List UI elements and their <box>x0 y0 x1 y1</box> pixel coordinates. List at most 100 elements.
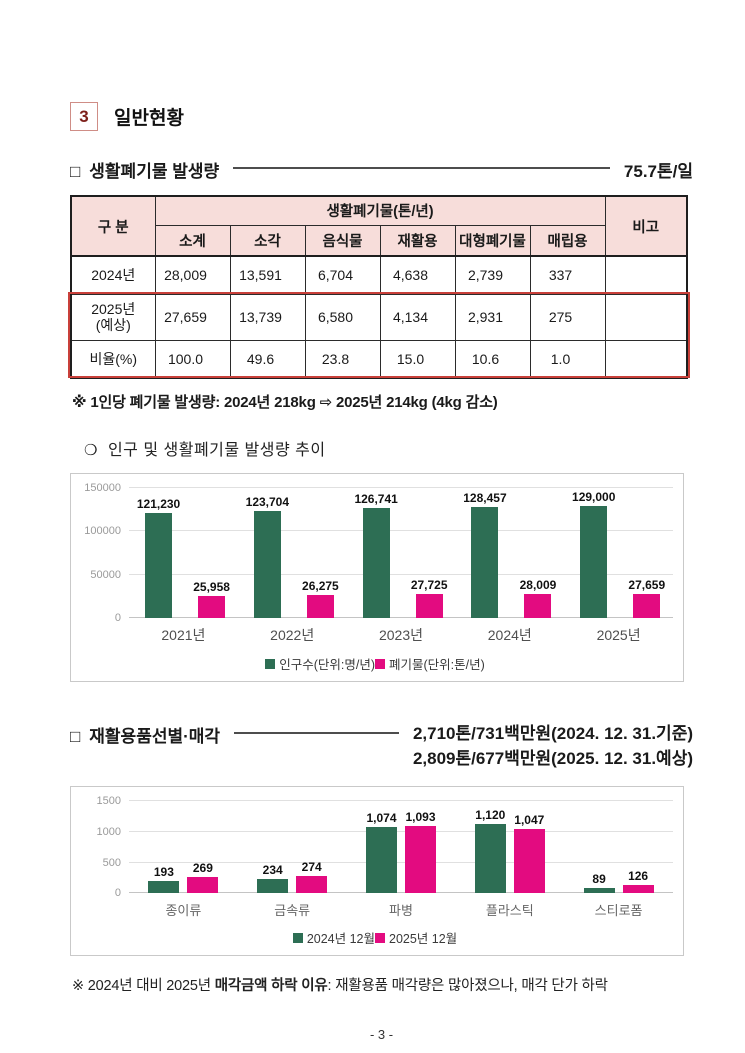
x-category-label: 2022년 <box>270 627 315 643</box>
bar <box>471 507 499 618</box>
cell-value: 4,134 <box>379 293 456 341</box>
bar-wrapper: 1,120 <box>474 801 506 894</box>
recycle-value-2024: 2,710톤/731백만원(2024. 12. 31.기준) <box>412 724 693 743</box>
x-category-label: 종이류 <box>165 903 202 919</box>
legend-item: 2024년 12월 <box>292 928 375 947</box>
bar-value-label: 25,958 <box>193 580 230 594</box>
bar-wrapper: 26,275 <box>302 488 339 618</box>
table-row-2024: 2024년 28,009 13,591 6,704 4,638 2,739 33… <box>70 255 688 295</box>
bar-group: 123,704 26,275 <box>238 488 347 618</box>
recycle-section-title: □ 재활용품선별·매각 <box>70 722 220 747</box>
bar <box>198 596 226 618</box>
col-header-group: 생활폐기물(톤/년) <box>154 195 606 226</box>
legend-item: 폐기물(단위:톤/년) <box>375 654 485 673</box>
legend-item: 2025년 12월 <box>375 928 457 947</box>
sales-drop-footnote: ※ 2024년 대비 2025년 매각금액 하락 이유: 재활용품 매각량은 많… <box>72 974 693 995</box>
per-capita-footnote: ※ 1인당 폐기물 발생량: 2024년 218kg ⇨ 2025년 214kg… <box>72 394 498 411</box>
col-header-food: 음식물 <box>304 224 381 257</box>
bar <box>415 594 443 618</box>
col-header-incineration: 소각 <box>229 224 306 257</box>
cell-note <box>604 255 688 295</box>
x-category-label: 스티로폼 <box>594 903 643 919</box>
bar-group: 1,120 1,047 <box>455 801 564 894</box>
bar-group: 89 126 <box>564 801 673 894</box>
bar-wrapper: 27,659 <box>628 488 665 618</box>
bar-group: 234 274 <box>238 801 347 894</box>
x-category-label: 플라스틱 <box>485 903 534 919</box>
bar-value-label: 1,093 <box>405 810 436 825</box>
bar-wrapper: 27,725 <box>411 488 448 618</box>
x-category-label: 2021년 <box>161 627 206 643</box>
bar <box>513 829 545 894</box>
cell-value: 13,591 <box>229 255 306 295</box>
bar-group: 128,457 28,009 <box>455 488 564 618</box>
recycle-value-2025: 2,809톤/677백만원(2025. 12. 31.예상) <box>412 748 693 768</box>
bar <box>633 594 661 618</box>
trend-chart-title-text: 인구 및 생활폐기물 발생량 추이 <box>107 442 326 459</box>
cell-value: 337 <box>529 255 606 295</box>
bar-wrapper: 1,074 <box>365 801 397 894</box>
bar <box>253 511 281 618</box>
gridline <box>129 800 673 802</box>
bar-value-label: 129,000 <box>572 490 616 504</box>
bar-wrapper: 269 <box>187 801 219 894</box>
row-label: 2025년 (예상) <box>70 293 156 341</box>
gridline <box>129 487 673 488</box>
y-tick-label: 1500 <box>96 795 121 808</box>
cell-value: 6,580 <box>304 293 381 341</box>
bar <box>583 888 615 894</box>
waste-daily-total: 75.7톤/일 <box>623 162 693 181</box>
legend-swatch-icon <box>265 658 276 669</box>
circle-bullet-icon: ❍ <box>84 442 98 459</box>
bar <box>365 827 397 894</box>
y-tick-label: 1000 <box>96 825 121 838</box>
gridline <box>129 617 673 618</box>
legend-swatch-icon <box>375 932 385 943</box>
waste-table: 구 분 생활폐기물(톤/년) 비고 소계 소각 음식물 재활용 대형폐기물 매립… <box>70 195 688 379</box>
cell-value: 4,638 <box>379 255 456 295</box>
bar-wrapper: 126,741 <box>354 488 398 618</box>
bar <box>148 881 180 894</box>
section-number-box: 3 <box>70 102 98 131</box>
bar-value-label: 128,457 <box>463 491 507 505</box>
square-bullet-icon: □ <box>70 162 81 181</box>
bar-value-label: 234 <box>262 863 283 878</box>
cell-note <box>604 339 688 379</box>
row-label-line1: 2025년 <box>91 300 136 317</box>
bar-value-label: 1,047 <box>514 813 545 828</box>
bar-value-label: 27,659 <box>628 578 666 592</box>
gridline <box>129 892 673 894</box>
bar-wrapper: 274 <box>296 801 328 894</box>
bar-wrapper: 121,230 <box>137 488 180 618</box>
bar-wrapper: 25,958 <box>193 488 230 618</box>
gridline <box>129 861 673 863</box>
bar <box>404 826 436 894</box>
recycle-values: 2,710톤/731백만원(2024. 12. 31.기준) 2,809톤/67… <box>413 722 693 771</box>
footnote-bold: 매각금액 하락 이유 <box>214 978 328 995</box>
col-header-bulky: 대형폐기물 <box>454 224 531 257</box>
x-category-label: 파병 <box>389 903 413 919</box>
waste-table-wrapper: 구 분 생활폐기물(톤/년) 비고 소계 소각 음식물 재활용 대형폐기물 매립… <box>68 195 693 379</box>
recycle-sales-chart: 0 500 1000 1500 193 269 234 274 1,074 1,093 1,120 1… <box>70 786 684 957</box>
cell-note <box>604 293 688 341</box>
bar-wrapper: 28,009 <box>520 488 556 618</box>
bar-wrapper: 193 <box>148 801 180 894</box>
legend-label: 2025년 12월 <box>389 932 458 947</box>
section-number: 3 <box>79 106 89 126</box>
bar-value-label: 27,725 <box>410 578 448 592</box>
bar <box>524 594 552 618</box>
footnote-prefix: ※ 2024년 대비 2025년 <box>72 978 215 995</box>
table-row-2025: 2025년 (예상) 27,659 13,739 6,580 4,134 2,93… <box>70 293 688 341</box>
bar-value-label: 1,120 <box>475 808 506 823</box>
legend-label: 인구수(단위:명/년) <box>279 658 375 672</box>
bar <box>306 595 334 618</box>
recycle-section-title-text: 재활용품선별·매각 <box>89 727 221 746</box>
recycle-section-header: □ 재활용품선별·매각 2,710톤/731백만원(2024. 12. 31.기준… <box>70 722 693 771</box>
bar-value-label: 123,704 <box>245 495 290 509</box>
cell-value: 28,009 <box>154 255 231 295</box>
legend-item: 인구수(단위:명/년) <box>265 654 375 673</box>
x-category-label: 2024년 <box>487 627 532 643</box>
bar <box>187 877 219 894</box>
leader-line <box>234 732 399 734</box>
legend-label: 2024년 12월 <box>306 932 375 947</box>
